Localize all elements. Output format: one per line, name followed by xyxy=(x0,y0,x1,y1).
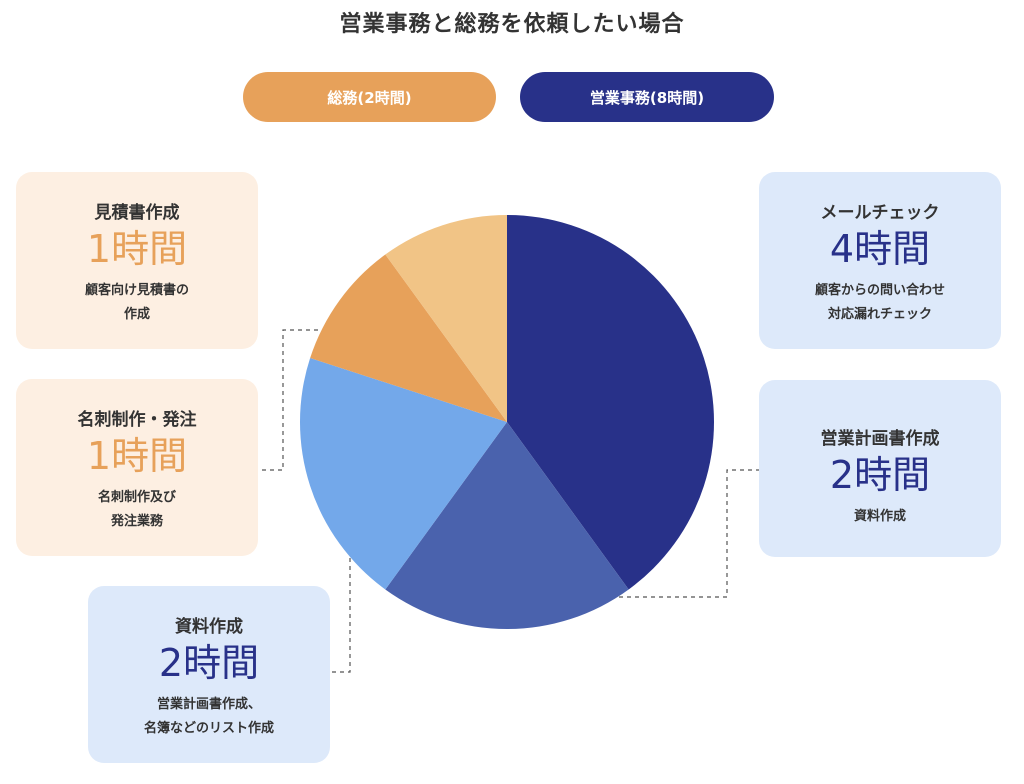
card-description: 名刺制作及び 発注業務 xyxy=(97,490,176,529)
card-mitsumori: 見積書作成 1時間 顧客向け見積書の 作成 xyxy=(16,172,258,349)
card-title: 営業計画書作成 xyxy=(820,429,940,449)
card-meishi: 名刺制作・発注 1時間 名刺制作及び 発注業務 xyxy=(16,379,258,556)
card-title: 名刺制作・発注 xyxy=(77,410,197,430)
legend-eigyo: 営業事務(8時間) xyxy=(520,72,774,122)
card-title: メールチェック xyxy=(820,203,940,223)
card-keikaku: 営業計画書作成 2時間 資料作成 xyxy=(759,380,1001,557)
card-hours: 1時間 xyxy=(86,227,188,271)
pie-slice-4 xyxy=(310,254,507,422)
pie-slice-3 xyxy=(299,358,507,590)
card-hours: 1時間 xyxy=(86,434,188,478)
card-description: 顧客からの問い合わせ 対応漏れチェック xyxy=(814,283,945,322)
card-hours: 4時間 xyxy=(829,227,931,271)
card-title: 見積書作成 xyxy=(94,203,180,223)
pie-slice-2 xyxy=(385,422,629,630)
card-title: 資料作成 xyxy=(175,617,243,637)
pie-slices xyxy=(299,214,715,630)
card-description: 資料作成 xyxy=(853,509,906,524)
card-description: 営業計画書作成、 名簿などのリスト作成 xyxy=(143,697,274,736)
legend-somu: 総務(2時間) xyxy=(243,72,496,122)
card-shiryo: 資料作成 2時間 営業計画書作成、 名簿などのリスト作成 xyxy=(88,586,330,763)
page-title: 営業事務と総務を依頼したい場合 xyxy=(339,12,685,37)
connector-keikaku xyxy=(516,469,760,598)
card-mail: メールチェック 4時間 顧客からの問い合わせ 対応漏れチェック xyxy=(759,172,1001,349)
pie-slice-1 xyxy=(507,214,715,590)
pie-slice-5 xyxy=(385,215,507,422)
card-description: 顧客向け見積書の 作成 xyxy=(84,283,189,322)
card-hours: 2時間 xyxy=(158,641,260,685)
card-hours: 2時間 xyxy=(829,453,931,497)
